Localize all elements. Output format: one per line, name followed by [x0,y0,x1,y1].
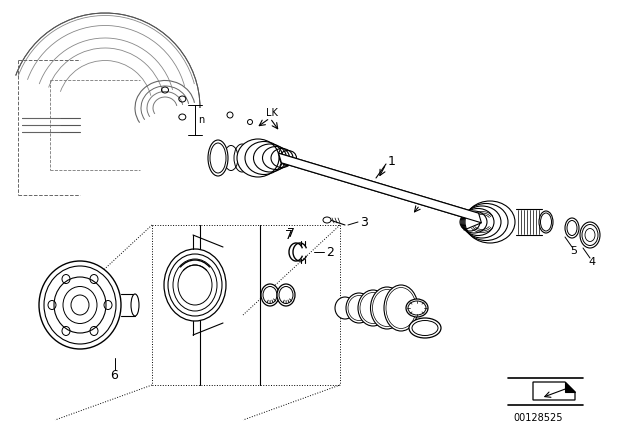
Ellipse shape [358,290,388,326]
Ellipse shape [371,287,403,329]
Ellipse shape [39,261,121,349]
Text: 1: 1 [388,155,396,168]
Ellipse shape [580,222,600,248]
Ellipse shape [465,201,515,243]
Ellipse shape [164,249,226,321]
Text: LK: LK [266,108,278,118]
Ellipse shape [237,139,279,177]
Text: 5: 5 [570,246,577,256]
Ellipse shape [335,297,355,319]
Text: 2: 2 [326,246,334,258]
Ellipse shape [323,217,331,223]
Text: 3: 3 [360,215,368,228]
Ellipse shape [277,284,295,306]
Ellipse shape [131,294,139,316]
Ellipse shape [539,211,553,233]
Ellipse shape [208,140,228,176]
Polygon shape [533,382,575,400]
Text: 7: 7 [287,227,295,240]
Text: 00128525: 00128525 [513,413,563,423]
Text: 7: 7 [285,228,293,241]
Ellipse shape [406,299,428,317]
Polygon shape [278,153,481,223]
Polygon shape [565,382,575,392]
Ellipse shape [346,293,372,323]
Text: n: n [198,115,204,125]
Ellipse shape [261,284,279,306]
Ellipse shape [384,285,418,331]
Text: 4: 4 [588,257,595,267]
Ellipse shape [565,218,579,238]
Text: 6: 6 [110,369,118,382]
Ellipse shape [409,318,441,338]
